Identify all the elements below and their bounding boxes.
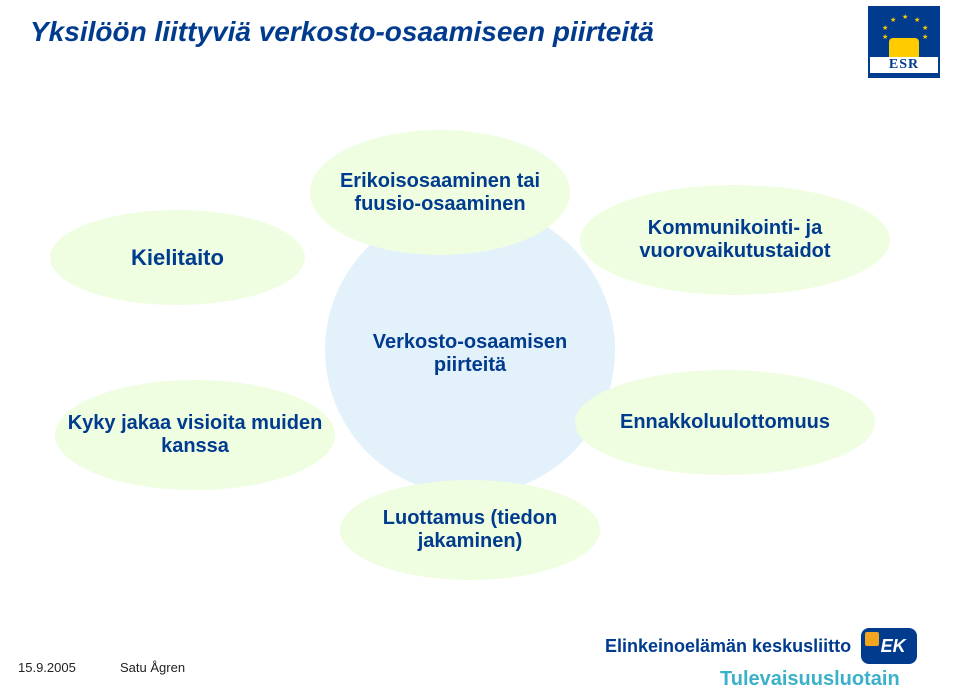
esr-label: ESR [870,57,938,73]
slide-root: Yksilöön liittyviä verkosto-osaamiseen p… [0,0,960,697]
bubble-kielitaito: Kielitaito [50,210,305,305]
footer-author: Satu Ågren [120,660,185,675]
bubble-kielitaito-text: Kielitaito [131,245,224,270]
ek-wordmark: Elinkeinoelämän keskusliitto [605,636,851,657]
bubble-kommunikointi: Kommunikointi- ja vuorovaikutustaidot [580,185,890,295]
bubble-erikois-text: Erikoisosaaminen tai fuusio-osaaminen [320,170,560,216]
bubble-kyky: Kyky jakaa visioita muiden kanssa [55,380,335,490]
bubble-kommunikointi-text: Kommunikointi- ja vuorovaikutustaidot [590,217,880,263]
bubble-luottamus-text: Luottamus (tiedon jakaminen) [350,507,590,553]
esr-stars: ★ ★ ★ ★ ★ ★ ★ [870,13,938,40]
bubble-luottamus: Luottamus (tiedon jakaminen) [340,480,600,580]
bubble-ennakko: Ennakkoluulottomuus [575,370,875,475]
bubble-ennakko-text: Ennakkoluulottomuus [620,411,830,434]
ek-mark: EK [861,628,917,664]
ek-mark-text: EK [881,636,906,657]
footer-date: 15.9.2005 [18,660,76,675]
center-label-text: Verkosto-osaamisen piirteitä [355,331,585,377]
subbrand: Tulevaisuusluotain [720,668,900,691]
esr-logo: ★ ★ ★ ★ ★ ★ ★ ESR [868,6,940,78]
ek-logo: Elinkeinoelämän keskusliitto EK [605,628,917,664]
ek-mark-accent [865,632,879,646]
center-label: Verkosto-osaamisen piirteitä [345,324,595,384]
bubble-erikois: Erikoisosaaminen tai fuusio-osaaminen [310,130,570,255]
bubble-kyky-text: Kyky jakaa visioita muiden kanssa [65,412,325,458]
esr-person-icon [889,38,919,57]
page-title: Yksilöön liittyviä verkosto-osaamiseen p… [30,16,654,48]
